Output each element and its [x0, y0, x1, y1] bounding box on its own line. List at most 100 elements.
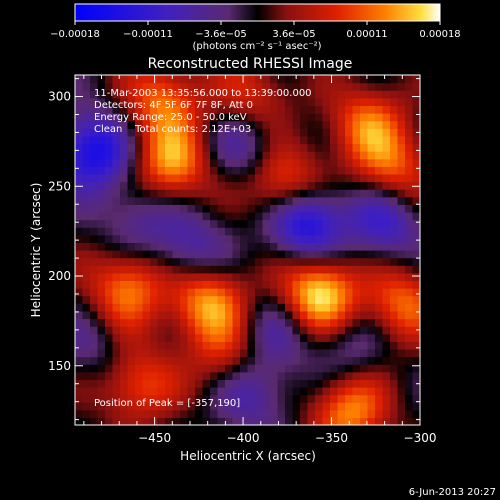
heatmap-cell	[277, 158, 286, 167]
heatmap-cell	[135, 333, 144, 342]
heatmap-cell	[127, 333, 136, 342]
heatmap-cell	[277, 265, 286, 274]
heatmap-cell	[217, 386, 226, 396]
heatmap-cell	[397, 135, 406, 145]
heatmap-cell	[255, 189, 264, 198]
heatmap-cell	[82, 333, 91, 342]
heatmap-cell	[225, 97, 234, 107]
heatmap-cell	[217, 295, 226, 304]
heatmap-cell	[360, 219, 369, 228]
heatmap-cell	[375, 75, 384, 84]
heatmap-cell	[345, 379, 354, 388]
heatmap-cell	[345, 272, 354, 282]
heatmap-cell	[172, 371, 181, 380]
heatmap-cell	[322, 326, 331, 335]
heatmap-cell	[232, 265, 241, 274]
heatmap-cell	[202, 386, 211, 396]
heatmap-cell	[127, 158, 136, 167]
heatmap-cell	[202, 234, 211, 243]
heatmap-cell	[217, 97, 226, 107]
heatmap-cell	[232, 333, 241, 342]
heatmap-cell	[120, 356, 129, 365]
heatmap-cell	[307, 158, 316, 167]
heatmap-cell	[352, 219, 361, 228]
heatmap-cell	[405, 402, 414, 411]
heatmap-cell	[277, 173, 286, 183]
heatmap-cell	[150, 90, 159, 99]
heatmap-cell	[360, 295, 369, 304]
x-tick-label: −450	[138, 431, 171, 445]
heatmap-cell	[300, 204, 309, 213]
heatmap-cell	[142, 120, 151, 129]
heatmap-cell	[232, 242, 241, 251]
heatmap-cell	[292, 135, 301, 145]
heatmap-cell	[105, 120, 114, 129]
heatmap-cell	[390, 394, 399, 403]
heatmap-cell	[195, 227, 204, 236]
heatmap-cell	[337, 364, 346, 373]
heatmap-cell	[75, 143, 84, 152]
heatmap-cell	[300, 120, 309, 129]
heatmap-cell	[142, 386, 151, 396]
heatmap-cell	[322, 250, 331, 259]
heatmap-cell	[210, 158, 219, 167]
heatmap-cell	[247, 151, 256, 160]
heatmap-cell	[262, 234, 271, 243]
heatmap-cell	[210, 97, 219, 107]
heatmap-cell	[82, 113, 91, 122]
heatmap-cell	[405, 211, 414, 221]
heatmap-cell	[90, 288, 99, 297]
heatmap-cell	[172, 166, 181, 175]
heatmap-cell	[405, 333, 414, 342]
heatmap-cell	[97, 82, 106, 91]
heatmap-cell	[150, 265, 159, 274]
heatmap-cell	[225, 409, 234, 418]
heatmap-cell	[210, 242, 219, 251]
heatmap-cell	[172, 257, 181, 266]
heatmap-cell	[150, 151, 159, 160]
heatmap-cell	[300, 310, 309, 320]
heatmap-cell	[172, 158, 181, 167]
heatmap-cell	[195, 219, 204, 228]
heatmap-cell	[187, 151, 196, 160]
heatmap-cell	[127, 288, 136, 297]
heatmap-cell	[382, 341, 391, 350]
heatmap-cell	[330, 158, 339, 167]
heatmap-cell	[240, 326, 249, 335]
heatmap-cell	[337, 310, 346, 320]
heatmap-cell	[300, 173, 309, 183]
heatmap-cell	[300, 75, 309, 84]
heatmap-cell	[330, 288, 339, 297]
heatmap-cell	[217, 333, 226, 342]
heatmap-cell	[330, 265, 339, 274]
heatmap-cell	[157, 211, 166, 221]
heatmap-cell	[142, 135, 151, 145]
heatmap-cell	[300, 272, 309, 282]
heatmap-cell	[172, 265, 181, 274]
heatmap-cell	[405, 318, 414, 327]
heatmap-cell	[127, 364, 136, 373]
heatmap-cell	[285, 143, 294, 152]
heatmap-cell	[135, 288, 144, 297]
heatmap-cell	[202, 128, 211, 137]
heatmap-cell	[330, 135, 339, 145]
heatmap-cell	[180, 211, 189, 221]
heatmap-cell	[150, 135, 159, 145]
heatmap-cell	[142, 158, 151, 167]
heatmap-cell	[412, 173, 420, 183]
heatmap-cell	[172, 394, 181, 403]
heatmap-cell	[247, 348, 256, 358]
heatmap-cell	[270, 181, 279, 190]
heatmap-cell	[262, 173, 271, 183]
heatmap-cell	[337, 143, 346, 152]
heatmap-cell	[202, 379, 211, 388]
heatmap-cell	[187, 295, 196, 304]
heatmap-cell	[285, 204, 294, 213]
heatmap-cell	[157, 227, 166, 236]
heatmap-cell	[165, 242, 174, 251]
heatmap-cell	[360, 379, 369, 388]
heatmap-cell	[270, 295, 279, 304]
heatmap-cell	[232, 234, 241, 243]
x-tick-label: −350	[315, 431, 348, 445]
heatmap-cell	[345, 303, 354, 312]
